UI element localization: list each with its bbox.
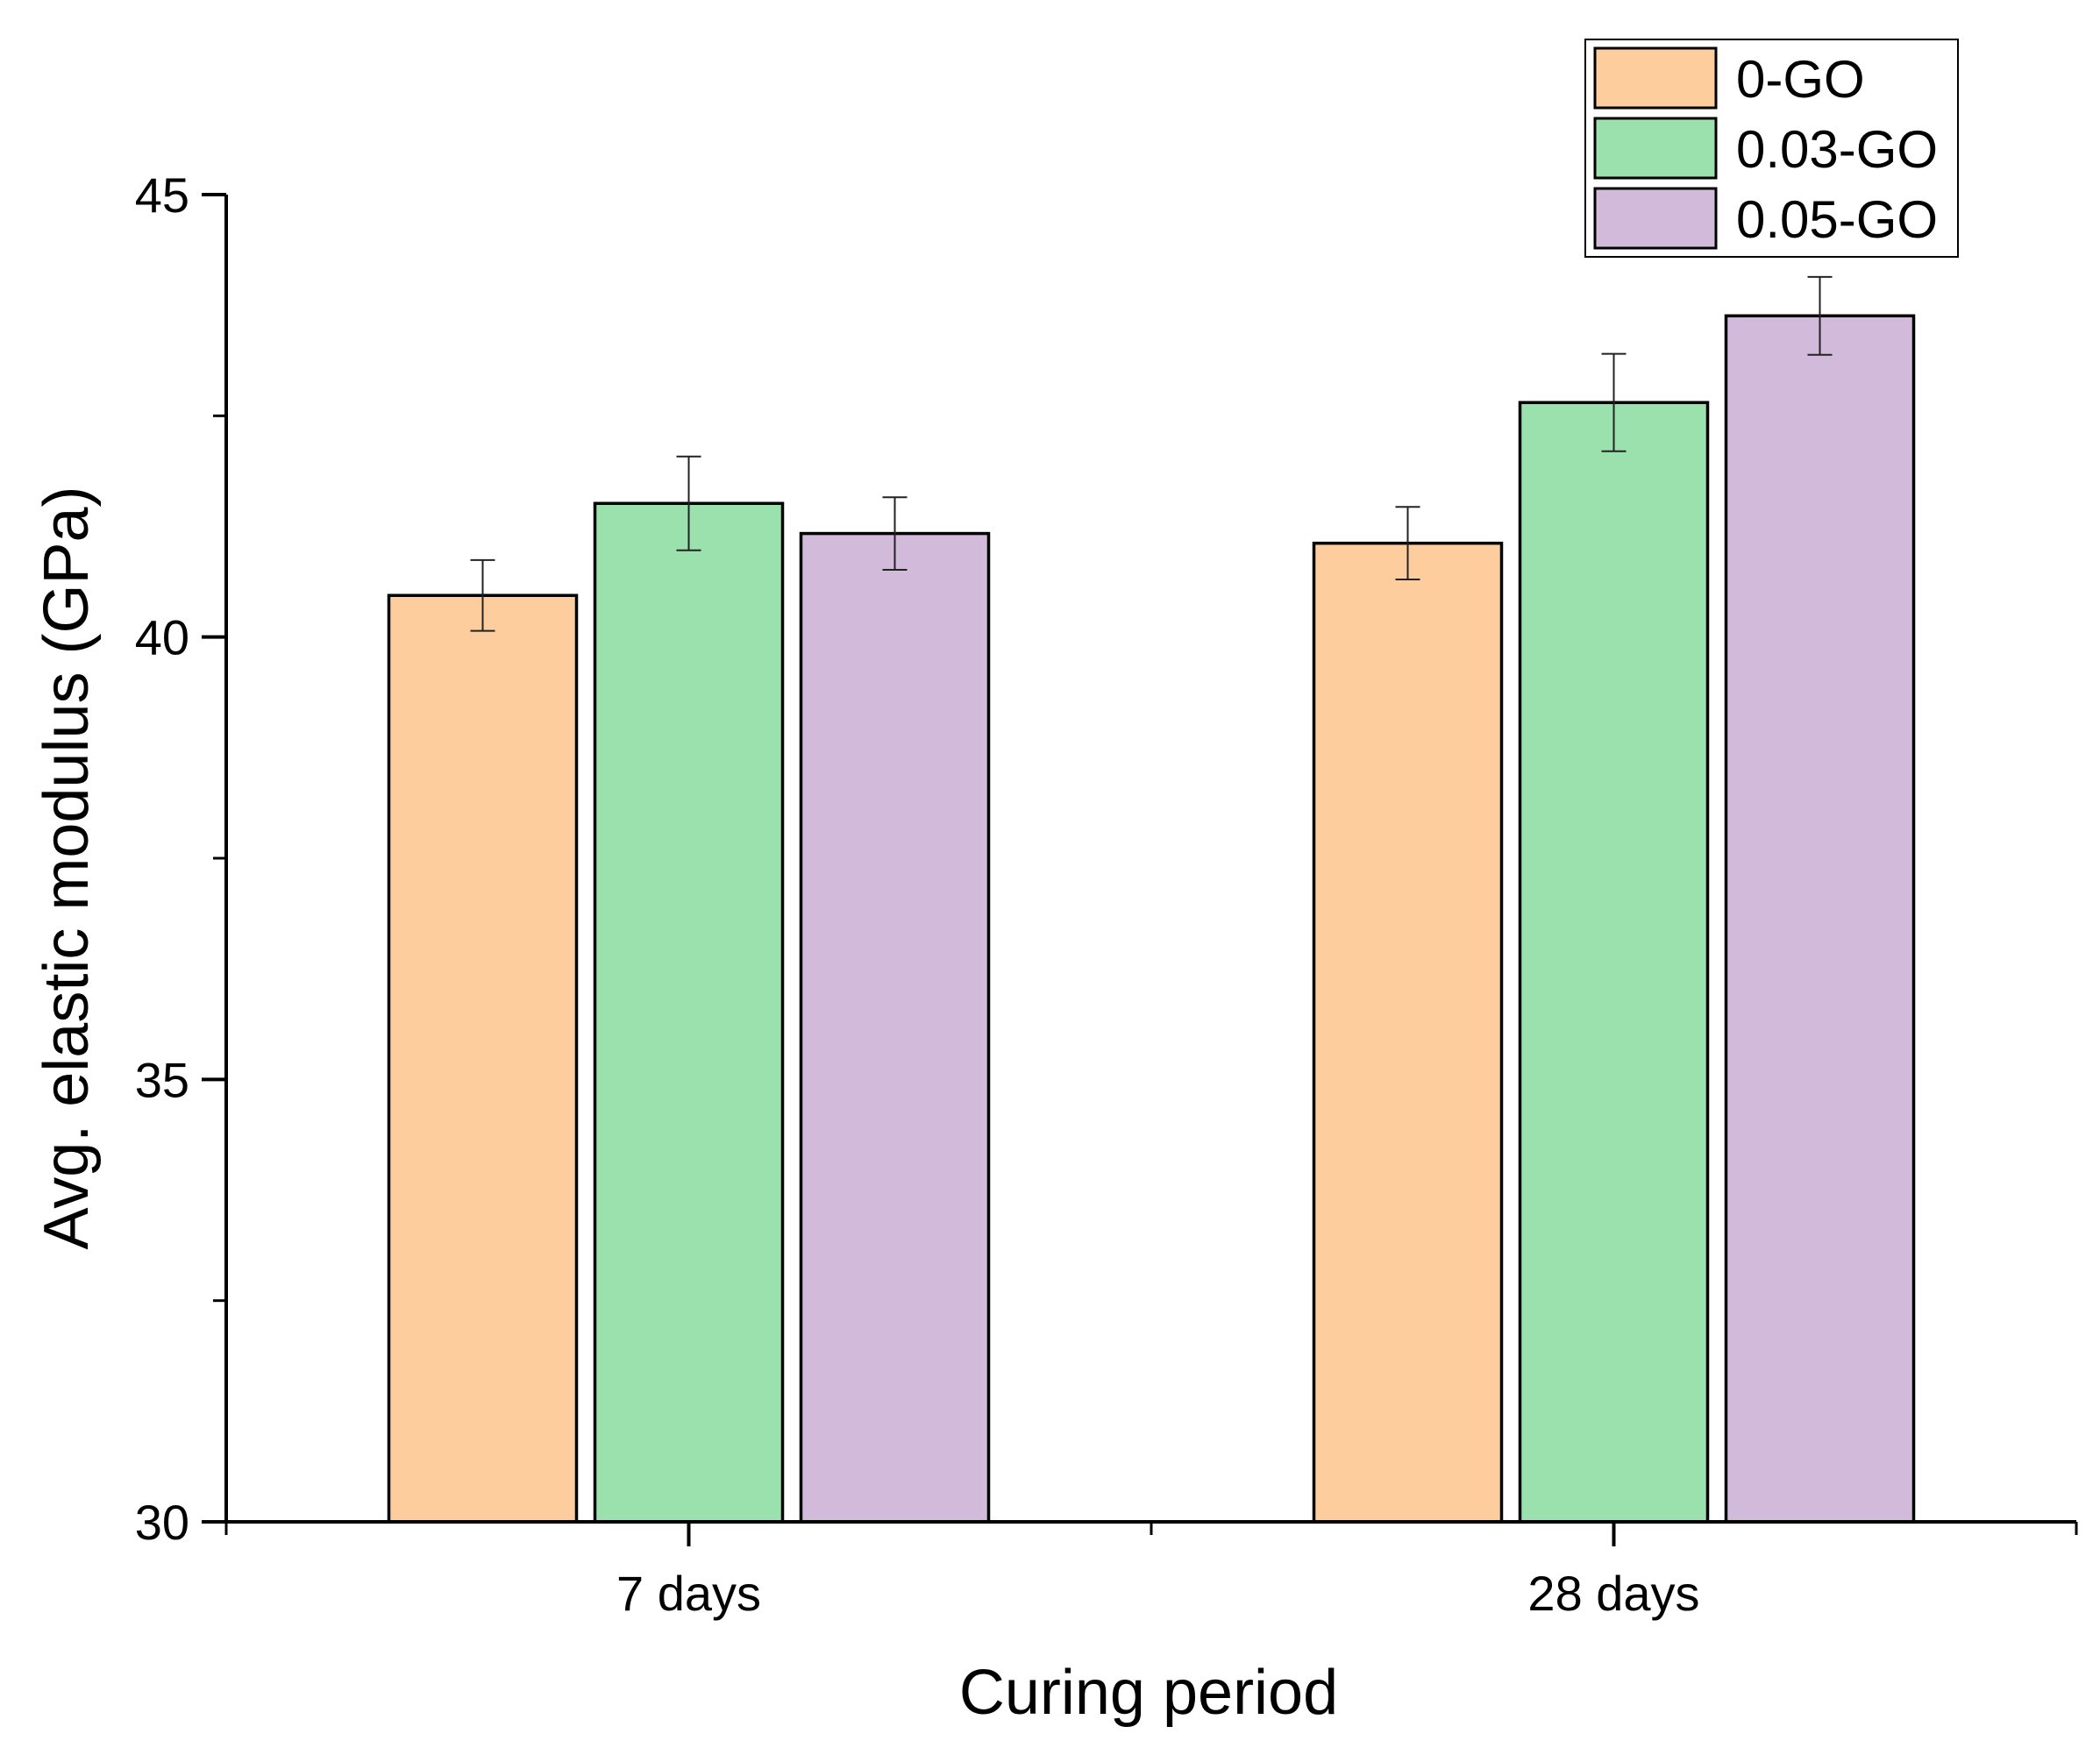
bar-0-GO-28-days (1312, 541, 1504, 1524)
error-bars-layer (470, 275, 1833, 632)
y-ticks: 30 35 40 45 (135, 167, 226, 1550)
legend-label-0.05-GO: 0.05-GO (1736, 190, 1938, 249)
bar-0.03-GO-7-days (593, 501, 785, 1524)
y-axis-title: Avg. elastic modulus (GPa) (32, 486, 102, 1249)
legend-swatch-0-GO (1593, 46, 1718, 110)
bar-0-GO-7-days (387, 593, 579, 1524)
x-tick-label: 7 days (616, 1566, 761, 1621)
x-axis-title: Curing period (959, 1658, 1338, 1728)
legend-swatch-0.03-GO (1593, 117, 1718, 180)
bar-0.05-GO-7-days (799, 531, 991, 1524)
legend-label-0.03-GO: 0.03-GO (1736, 120, 1938, 179)
x-ticks: 7 days 28 days (224, 1522, 2078, 1621)
y-tick-label: 35 (135, 1052, 189, 1107)
legend: 0-GO 0.03-GO 0.05-GO (1584, 39, 1959, 258)
bars-layer (387, 314, 1916, 1524)
x-tick-label: 28 days (1527, 1566, 1699, 1621)
bar-0.05-GO-28-days (1724, 314, 1916, 1524)
bar-0.03-GO-28-days (1518, 401, 1710, 1524)
legend-label-0-GO: 0-GO (1736, 50, 1865, 109)
y-tick-label: 45 (135, 167, 189, 223)
y-tick-label: 40 (135, 610, 189, 665)
y-tick-label: 30 (135, 1495, 189, 1550)
legend-swatch-0.05-GO (1593, 187, 1718, 250)
